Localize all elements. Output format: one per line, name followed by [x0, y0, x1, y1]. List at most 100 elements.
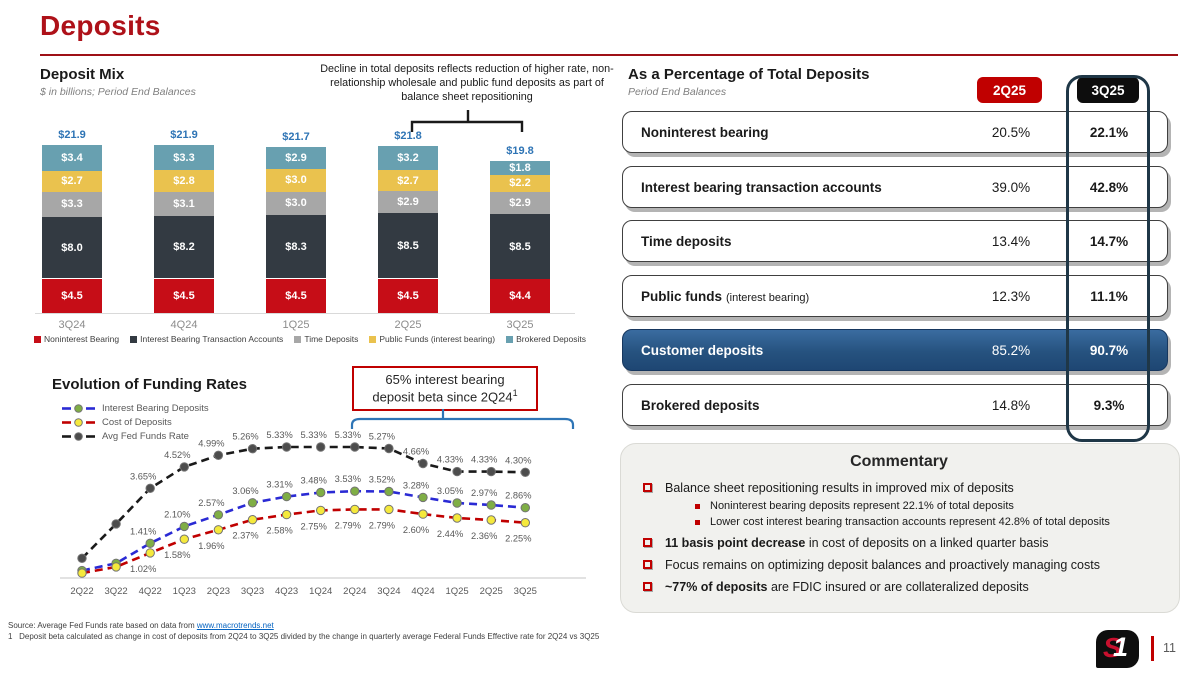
table-row: Public funds (interest bearing) 12.3% 11.1% [622, 274, 1168, 318]
row-label: Customer deposits [641, 330, 763, 372]
row-label-text: Customer deposits [641, 343, 764, 358]
bar-segment: $3.3 [42, 191, 102, 218]
svg-text:3.06%: 3.06% [232, 486, 258, 496]
svg-text:3.05%: 3.05% [437, 486, 463, 496]
deposit-mix-subtitle: $ in billions; Period End Balances [40, 86, 196, 98]
bar-segment: $4.5 [266, 278, 326, 313]
deposit-mix-title: Deposit Mix [40, 66, 125, 83]
bar-segment: $3.4 [42, 145, 102, 172]
svg-text:2Q25: 2Q25 [480, 586, 503, 597]
source-text: Source: Average Fed Funds rate based on … [8, 621, 197, 630]
funding-rates-title: Evolution of Funding Rates [52, 376, 247, 393]
bar-x-label: 2Q25 [394, 319, 422, 331]
row-value-3q25: 90.7% [1089, 343, 1129, 358]
bar-segment: $8.5 [378, 213, 438, 279]
svg-text:2Q24: 2Q24 [343, 586, 366, 597]
logo-letter-s: S [1103, 632, 1122, 663]
legend-swatch-icon [294, 335, 302, 343]
svg-text:3Q25: 3Q25 [514, 586, 537, 597]
line-legend-label: Cost of Deposits [102, 417, 172, 428]
svg-text:3.65%: 3.65% [130, 471, 156, 481]
bullet-square-icon [643, 538, 652, 547]
bar-chart-baseline [35, 313, 575, 314]
legend-item: Public Funds (interest bearing) [369, 334, 495, 344]
legend-label: Time Deposits [304, 334, 359, 344]
funding-rates-line-chart: 2Q22 3Q22 4Q22 1Q23 2Q23 3Q23 4Q23 1Q24 2Q24 3Q24… [60, 409, 586, 597]
bar-segment: $2.7 [378, 170, 438, 191]
bar-segment: $4.5 [154, 278, 214, 313]
bar-segment-label: $8.2 [173, 241, 195, 254]
svg-text:2.58%: 2.58% [266, 526, 292, 536]
svg-text:4Q24: 4Q24 [411, 586, 434, 597]
row-label-text: Time deposits [641, 234, 732, 249]
svg-text:4Q22: 4Q22 [139, 586, 162, 597]
svg-text:2.60%: 2.60% [403, 525, 429, 535]
bar-segment-label: $2.9 [509, 196, 531, 209]
sub-bullet-icon [695, 520, 700, 526]
row-value-2q25: 12.3% [991, 288, 1031, 304]
line-legend-item: Avg Fed Funds Rate [62, 431, 209, 442]
bar-segment-label: $3.4 [61, 152, 83, 165]
bullet-square-icon [643, 582, 652, 592]
svg-text:1.41%: 1.41% [130, 526, 156, 536]
svg-text:3Q23: 3Q23 [241, 586, 264, 597]
row-label: Time deposits [641, 221, 732, 263]
svg-text:1.96%: 1.96% [198, 541, 224, 551]
legend-item: Noninterest Bearing [34, 334, 119, 344]
line-legend-label: Interest Bearing Deposits [102, 403, 209, 414]
svg-text:2.10%: 2.10% [164, 509, 190, 519]
row-label: Public funds (interest bearing) [641, 276, 809, 318]
row-label: Brokered deposits [641, 385, 760, 427]
bar-segment-label: $3.0 [285, 174, 307, 187]
deposit-mix-bar-chart: $4.5 $8.0 $3.3 $2.7 $3.4 $21.9 3Q24 $4.5 $8.2 $3.… [30, 125, 590, 340]
svg-text:4.33%: 4.33% [437, 455, 463, 465]
commentary-item: 11 basis point decrease in cost of depos… [643, 536, 1155, 552]
svg-text:2.86%: 2.86% [505, 491, 531, 501]
row-value-2q25: 13.4% [991, 234, 1031, 249]
bar-segment-label: $3.1 [173, 197, 195, 210]
svg-text:1Q23: 1Q23 [173, 586, 196, 597]
svg-text:4.99%: 4.99% [198, 438, 224, 448]
legend-item: Brokered Deposits [506, 334, 586, 344]
commentary-text: Focus remains on optimizing deposit bala… [665, 558, 1100, 573]
bar-segment: $3.0 [266, 168, 326, 192]
source-link[interactable]: www.macrotrends.net [196, 621, 274, 630]
commentary-text: 11 basis point decrease in cost of depos… [665, 536, 1049, 550]
svg-text:4Q23: 4Q23 [275, 586, 298, 597]
bar-segment-label: $1.8 [509, 161, 531, 174]
bar-segment-label: $2.2 [509, 177, 531, 190]
bar-segment: $2.9 [266, 146, 326, 169]
bank-logo-icon: S 1 [1096, 630, 1139, 668]
bar-x-label: 3Q25 [506, 319, 534, 331]
line-legend-glyph-icon [62, 418, 95, 427]
deposit-beta-callout: 65% interest bearing deposit beta since … [352, 366, 538, 411]
row-value-2q25: 85.2% [991, 343, 1031, 358]
svg-text:2Q22: 2Q22 [70, 586, 93, 597]
commentary-item: Balance sheet repositioning results in i… [643, 481, 1155, 497]
svg-text:1.58%: 1.58% [164, 550, 190, 560]
row-label-text: Interest bearing transaction accounts [641, 179, 882, 195]
svg-text:3.31%: 3.31% [266, 480, 292, 490]
bar-segment: $2.9 [490, 191, 550, 214]
bar-x-label: 4Q24 [170, 319, 198, 331]
commentary-title: Commentary [850, 453, 948, 470]
bar-segment: $8.2 [154, 215, 214, 279]
bar-total-label: $21.7 [282, 130, 310, 143]
svg-text:3.52%: 3.52% [369, 475, 395, 485]
legend-label: Noninterest Bearing [44, 334, 120, 344]
row-label-text: Noninterest bearing [641, 125, 769, 140]
svg-text:1Q24: 1Q24 [309, 586, 332, 597]
bar-segment: $4.4 [490, 279, 550, 313]
svg-text:5.33%: 5.33% [301, 430, 327, 440]
svg-text:5.33%: 5.33% [266, 430, 292, 440]
commentary-subitem: Noninterest bearing deposits represent 2… [695, 500, 1155, 513]
row-value-3q25: 14.7% [1089, 234, 1129, 249]
row-label-text: Brokered deposits [641, 397, 760, 413]
bar-segment-label: $2.7 [61, 175, 83, 188]
svg-text:3.53%: 3.53% [335, 474, 361, 484]
annotation-bracket [410, 110, 524, 132]
row-label: Noninterest bearing [641, 112, 769, 154]
badge-2q25: 2Q25 [977, 77, 1042, 103]
bar-segment: $3.0 [266, 191, 326, 215]
svg-text:2.97%: 2.97% [471, 488, 497, 498]
